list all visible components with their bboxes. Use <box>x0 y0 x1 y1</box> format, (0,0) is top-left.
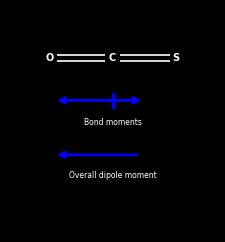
Text: Overall dipole moment: Overall dipole moment <box>69 171 156 180</box>
Text: O: O <box>45 53 54 63</box>
Text: S: S <box>172 53 179 63</box>
Text: Bond moments: Bond moments <box>83 118 142 127</box>
Text: C: C <box>109 53 116 63</box>
